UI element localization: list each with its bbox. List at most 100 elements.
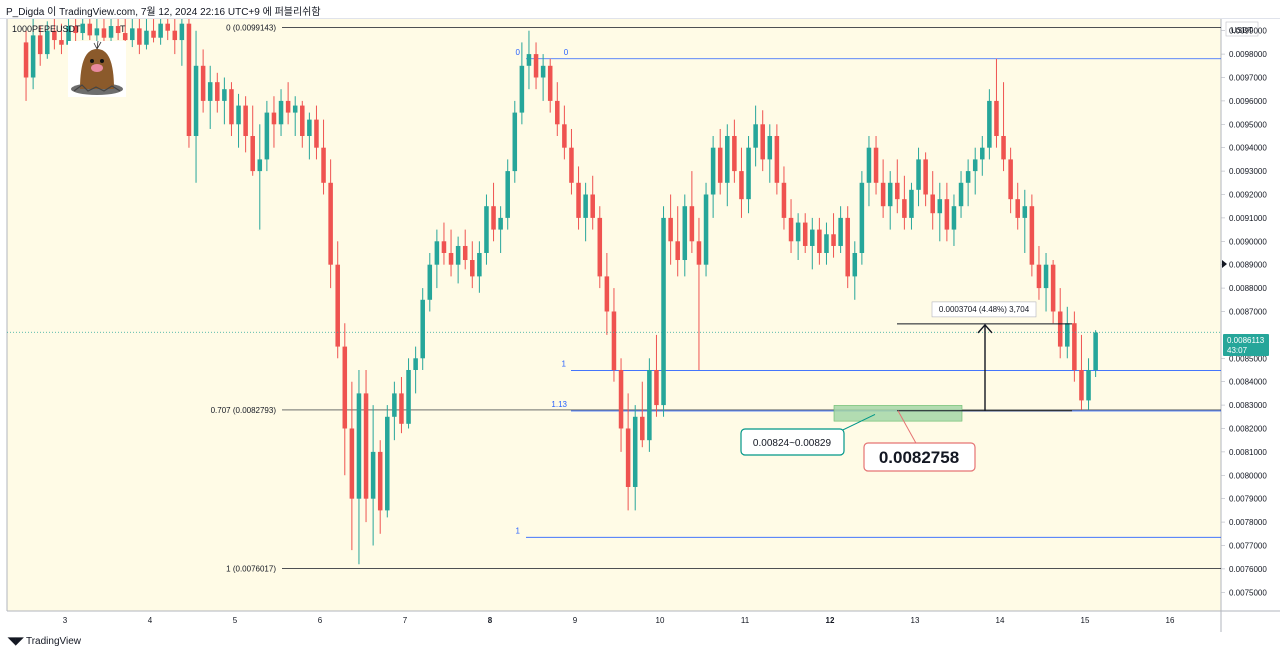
y-tick-label: 0.0080000 <box>1229 471 1267 480</box>
candle-body <box>1029 206 1035 265</box>
candle-body <box>144 30 149 45</box>
candle-body <box>980 147 985 160</box>
candle-body <box>1072 323 1077 370</box>
candle-body <box>314 119 319 148</box>
candle-body <box>1093 332 1098 370</box>
x-tick-label: 6 <box>318 616 323 625</box>
candle-body <box>774 135 780 183</box>
fib2-level-label: 0 <box>564 48 569 57</box>
fibonacci-levels[interactable]: 0 (0.0099143) 0.707 (0.0082793) 1 (0.00760… <box>211 23 1221 573</box>
zone-callout-label: 0.00824~0.00829 <box>753 438 832 449</box>
tradingview-logo[interactable]: ◥◤ TradingView <box>8 636 82 647</box>
candle-body <box>413 358 418 370</box>
candle-body <box>519 65 525 113</box>
candle-body <box>739 171 744 200</box>
publish-header: P_Digda 이 TradingView.com, 7월 12, 2024 2… <box>0 0 1280 19</box>
candle-body <box>831 234 836 246</box>
candle-body <box>236 105 241 125</box>
candle-body <box>342 346 348 429</box>
candle-body <box>45 30 50 55</box>
y-tick-label: 0.0082000 <box>1229 424 1267 433</box>
candle-body <box>505 171 510 218</box>
candle-body <box>668 217 673 242</box>
candle-body <box>179 23 185 41</box>
candle-body <box>229 89 234 125</box>
candle-body <box>101 28 107 38</box>
candle-body <box>965 171 971 183</box>
fib1-level-label: 1 (0.0076017) <box>226 564 276 573</box>
fib1-level-label: 0.707 (0.0082793) <box>211 406 277 415</box>
symbol-label: 1000PEPEUSDT <box>12 24 81 34</box>
candle-body <box>866 147 872 183</box>
scroll-right-arrow-icon[interactable] <box>1222 260 1227 268</box>
candle-body <box>193 65 199 136</box>
candle-body <box>661 217 666 406</box>
candle-body <box>1022 206 1028 218</box>
y-tick-label: 0.0077000 <box>1229 541 1267 550</box>
x-tick-label: 8 <box>488 616 493 625</box>
candle-body <box>385 416 390 511</box>
price-chart[interactable]: USDT 0.0099000 0.0098000 0.0097000 0.009600… <box>0 19 1280 654</box>
candle-body <box>994 100 999 136</box>
currency-label-box <box>1225 21 1259 37</box>
candle-body <box>583 194 588 218</box>
y-tick-label: 0.0097000 <box>1229 73 1267 82</box>
candle-body <box>165 23 170 31</box>
candle-body <box>300 105 305 136</box>
candle-body <box>307 119 312 136</box>
candle-body <box>1043 264 1049 289</box>
candle-body <box>73 26 78 34</box>
y-tick-label: 0.0081000 <box>1229 448 1267 457</box>
candle-body <box>732 135 737 172</box>
candle-body <box>540 65 546 78</box>
candle-body <box>87 23 93 36</box>
y-tick-label: 0.0093000 <box>1229 167 1267 176</box>
candle-body <box>122 33 128 41</box>
zone-callout-box[interactable] <box>740 428 845 456</box>
price-axis-background <box>1221 19 1280 632</box>
y-tick-label: 0.0092000 <box>1229 190 1267 199</box>
price-callout-box[interactable] <box>863 442 976 472</box>
x-tick-label: 14 <box>996 616 1005 625</box>
price-range-measure[interactable]: 0.0003704 (4.48%) 3,704 <box>897 301 1072 412</box>
candle-body <box>703 194 709 265</box>
candle-body <box>172 30 178 41</box>
y-tick-label: 0.0091000 <box>1229 214 1267 223</box>
candle-body <box>392 393 397 417</box>
candle-body <box>569 147 574 183</box>
measure-label-box <box>931 301 1037 318</box>
candle-body <box>377 451 383 511</box>
candle-body <box>810 229 815 246</box>
candle-body <box>555 100 560 125</box>
candle-body <box>533 54 539 78</box>
candle-body <box>455 245 461 265</box>
x-tick-label: 11 <box>741 616 750 625</box>
chart-canvas[interactable]: USDT 0.0099000 0.0098000 0.0097000 0.009600… <box>0 19 1280 632</box>
candle-body <box>788 217 794 242</box>
candle-body <box>951 206 957 230</box>
candle-body <box>987 100 992 148</box>
candle-body <box>887 182 893 207</box>
callouts[interactable]: 0.00824~0.00829 0.0082758 <box>740 410 976 472</box>
candle-body <box>923 159 928 195</box>
y-axis-ticks: 0.0099000 0.0098000 0.0097000 0.0096000 0.00… <box>1221 27 1267 597</box>
candle-body <box>909 189 914 218</box>
candle-body <box>59 40 64 45</box>
candle-body <box>597 217 603 277</box>
y-tick-label: 0.0076000 <box>1229 565 1267 574</box>
y-tick-label: 0.0095000 <box>1229 120 1267 129</box>
support-zone[interactable] <box>833 405 963 422</box>
x-tick-label: 10 <box>656 616 665 625</box>
y-tick-label: 0.0094000 <box>1229 144 1267 153</box>
candle-body <box>647 369 652 441</box>
last-price-badge <box>1223 334 1269 356</box>
x-tick-label: 12 <box>826 616 835 625</box>
candle-body <box>158 23 163 38</box>
bar-countdown: 43:07 <box>1227 346 1248 355</box>
publish-line: P_Digda 이 TradingView.com, 7월 12, 2024 2… <box>6 7 321 18</box>
fib2-level-label: 1.13 <box>551 400 567 409</box>
y-tick-label: 0.0087000 <box>1229 307 1267 316</box>
candle-body <box>130 28 135 41</box>
candle-body <box>23 42 29 78</box>
candle-body <box>1008 159 1013 200</box>
